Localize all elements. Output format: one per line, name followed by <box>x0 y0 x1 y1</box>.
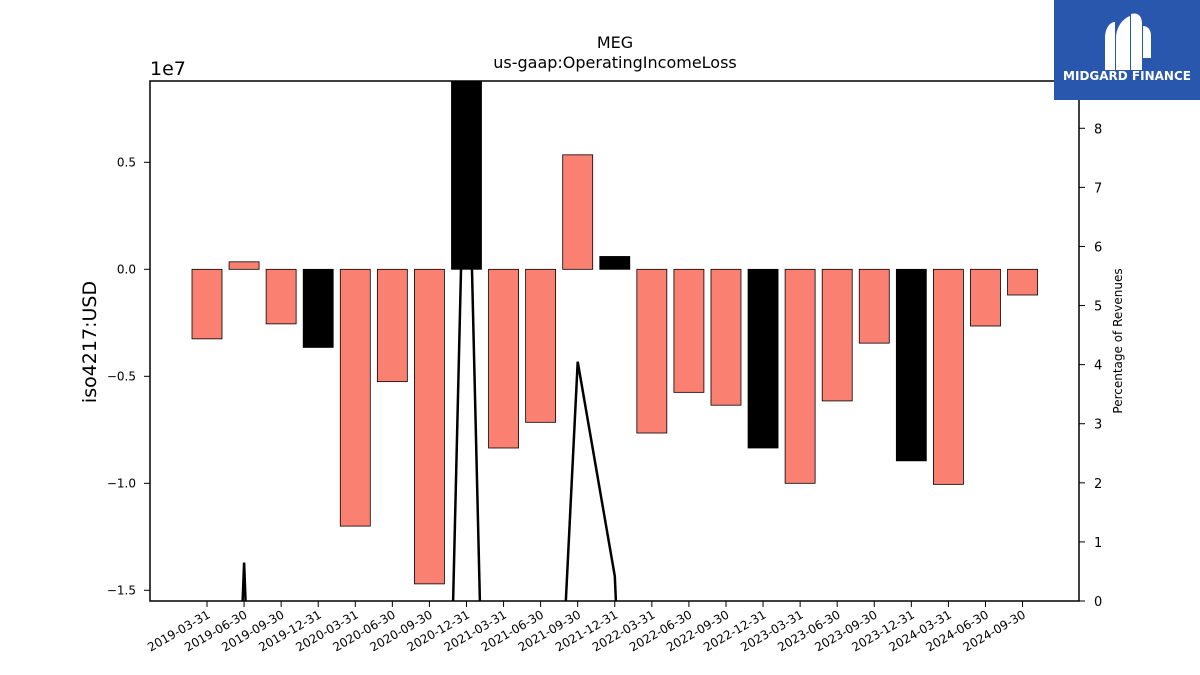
bar <box>451 81 482 270</box>
bar <box>1007 268 1038 296</box>
bar <box>710 268 742 406</box>
bar <box>414 268 445 585</box>
bar <box>784 268 816 484</box>
chart-subtitle: us-gaap:OperatingIncomeLoss <box>493 53 737 72</box>
y2-tick-label: 4 <box>1094 359 1102 374</box>
y2-tick-label: 1 <box>1094 536 1102 551</box>
bar <box>858 268 890 344</box>
y-tick-label: −1.0 <box>107 476 136 490</box>
y-axis-label: iso4217:USD <box>79 281 101 403</box>
bar <box>970 268 1001 327</box>
y-tick-label: 0.0 <box>117 262 136 276</box>
bar <box>376 268 408 383</box>
y2-axis-label: Percentage of Revenues <box>1111 268 1125 413</box>
bar <box>636 268 668 434</box>
bar <box>191 268 223 340</box>
bar <box>525 268 557 423</box>
brand-name: MIDGARD FINANCE <box>1063 69 1191 83</box>
bar <box>228 261 260 270</box>
y-tick-label: −0.5 <box>107 369 136 383</box>
y2-tick-label: 6 <box>1094 240 1102 255</box>
y2-tick-label: 7 <box>1094 181 1102 196</box>
bar <box>265 268 297 325</box>
y-tick-label: −1.5 <box>107 583 136 597</box>
y-offset-label: 1e7 <box>150 58 186 80</box>
bar <box>895 268 927 462</box>
bar <box>933 268 964 485</box>
line-series <box>241 81 618 601</box>
bar <box>488 268 519 449</box>
bar <box>599 256 631 270</box>
y2-tick-label: 2 <box>1094 477 1102 492</box>
y2-tick-label: 5 <box>1094 300 1102 315</box>
bar <box>747 268 779 449</box>
chart-title: MEG <box>597 33 633 52</box>
midgard-finance-logo: MIDGARD FINANCE <box>1054 0 1200 100</box>
midgard-logo-icon <box>1105 13 1151 70</box>
bar <box>302 268 334 348</box>
y2-tick-label: 0 <box>1094 595 1102 610</box>
y2-tick-label: 8 <box>1094 122 1102 137</box>
bar <box>339 268 371 527</box>
bar <box>562 154 594 270</box>
bar <box>673 268 705 393</box>
bar <box>821 268 853 402</box>
y2-tick-label: 3 <box>1094 418 1102 433</box>
y-tick-label: 0.5 <box>117 155 136 169</box>
